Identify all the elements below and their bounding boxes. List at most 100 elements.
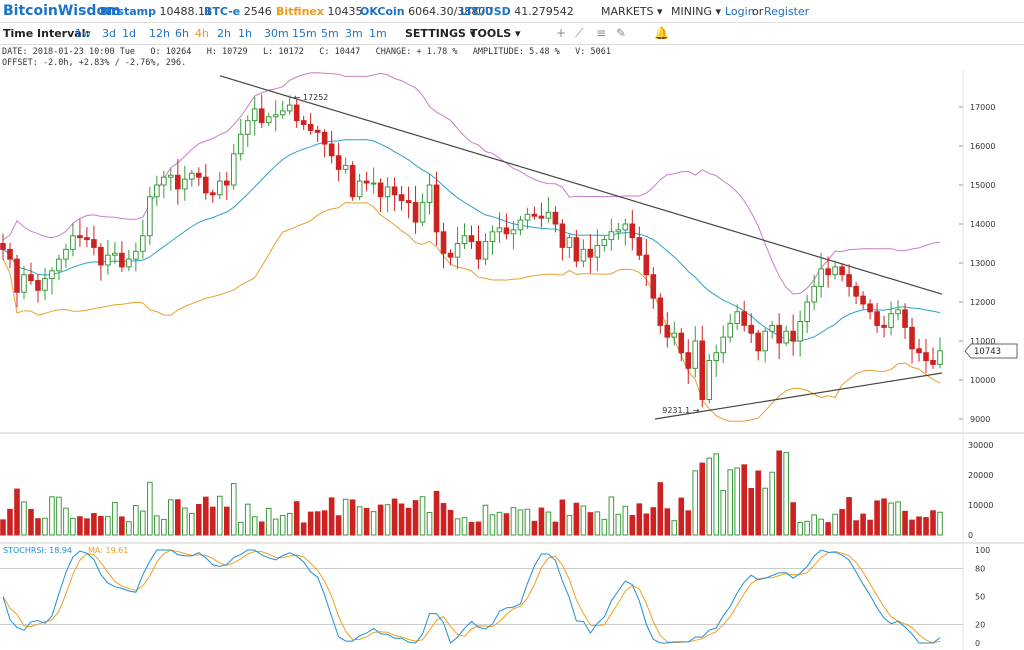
- volume-tick-label: 30000: [968, 441, 993, 450]
- market-name: Bitfinex: [276, 5, 324, 18]
- volume-bar: [909, 519, 915, 536]
- candle: [496, 227, 503, 233]
- volume-bar: [524, 508, 531, 536]
- site-logo[interactable]: BitcoinWisdom: [3, 3, 121, 19]
- tools-menu[interactable]: TOOLS ▾: [470, 27, 521, 40]
- volume-bar: [77, 516, 83, 536]
- mining-menu[interactable]: MINING ▾: [671, 5, 721, 18]
- candle: [161, 176, 167, 186]
- volume-bar: [412, 500, 419, 536]
- interval-3d[interactable]: 3d: [102, 27, 116, 40]
- volume-bar: [28, 509, 34, 536]
- volume-bar: [776, 450, 782, 536]
- price-tick-label: 11000: [970, 337, 995, 346]
- volume-bar: [853, 520, 859, 536]
- candle: [328, 143, 335, 157]
- stoch-tick-label: 20: [975, 620, 985, 629]
- candle: [503, 227, 510, 235]
- interval-1w[interactable]: 1w: [75, 27, 91, 40]
- volume-bar: [538, 507, 545, 536]
- market-ticker-bitfinex[interactable]: Bitfinex 10435: [276, 5, 362, 18]
- volume-bar: [685, 510, 692, 536]
- volume-bar: [517, 509, 524, 536]
- volume-bar: [447, 509, 454, 536]
- interval-2h[interactable]: 2h: [217, 27, 231, 40]
- interval-12h[interactable]: 12h: [149, 27, 170, 40]
- high-marker-label: ← 17252: [294, 93, 329, 102]
- candle: [720, 336, 727, 354]
- bell-icon[interactable]: 🔔: [654, 26, 669, 40]
- volume-bar: [84, 518, 90, 536]
- volume-bar: [119, 516, 125, 536]
- candle: [112, 252, 118, 256]
- price-tick-label: 14000: [970, 220, 995, 229]
- pen-icon[interactable]: ✎: [616, 26, 627, 40]
- candle: [335, 155, 342, 170]
- volume-bar: [832, 513, 838, 536]
- volume-bar: [482, 504, 489, 536]
- volume-bar: [300, 522, 307, 536]
- volume-bar: [587, 512, 594, 536]
- market-ticker-okcoin[interactable]: OKCoin 6064.30/38800: [360, 5, 492, 18]
- volume-bar: [105, 516, 111, 536]
- volume-bar: [168, 499, 174, 536]
- candle: [300, 120, 307, 126]
- candle: [895, 309, 901, 315]
- candle: [475, 241, 482, 260]
- register-link[interactable]: Register: [764, 5, 810, 18]
- volume-bar: [63, 507, 69, 536]
- candle: [70, 235, 76, 250]
- volume-bar: [244, 503, 251, 536]
- volume-bar: [272, 518, 279, 536]
- candle: [678, 332, 685, 354]
- candle: [147, 196, 153, 237]
- volume-bar: [342, 498, 349, 536]
- candle: [419, 202, 426, 223]
- market-ticker-bitstamp[interactable]: Bitstamp 10488.11: [100, 5, 212, 18]
- volume-bar: [7, 508, 13, 536]
- volume-bar: [783, 452, 789, 536]
- interval-1h[interactable]: 1h: [238, 27, 252, 40]
- candle: [454, 243, 461, 258]
- settings-menu[interactable]: SETTINGS ▾: [405, 27, 475, 40]
- volume-bar: [930, 510, 936, 536]
- volume-bar: [699, 462, 706, 536]
- interval-5m[interactable]: 5m: [321, 27, 339, 40]
- market-name: LTC/USD: [460, 5, 511, 18]
- chevron-down-icon: ▾: [469, 27, 476, 40]
- candle: [909, 326, 915, 350]
- volume-bar: [230, 483, 237, 536]
- plus-icon[interactable]: +: [556, 26, 567, 40]
- market-ticker-btce[interactable]: BTC-e 2546: [204, 5, 272, 18]
- fib-icon[interactable]: ≡: [596, 26, 607, 40]
- candle: [524, 213, 531, 221]
- candle: [14, 258, 20, 293]
- volume-bar: [489, 514, 496, 536]
- volume-bar: [755, 470, 761, 536]
- candle: [790, 330, 796, 342]
- market-ticker-ltcusd[interactable]: LTC/USD 41.279542: [460, 5, 574, 18]
- candle: [685, 352, 692, 369]
- interval-6h[interactable]: 6h: [175, 27, 189, 40]
- markets-menu[interactable]: MARKETS ▾: [601, 5, 663, 18]
- interval-4h[interactable]: 4h: [195, 27, 209, 40]
- market-name: OKCoin: [360, 5, 405, 18]
- stochrsi-line: [2, 549, 941, 644]
- candle: [671, 332, 678, 338]
- interval-1d[interactable]: 1d: [122, 27, 136, 40]
- login-link[interactable]: Login: [725, 5, 755, 18]
- candle: [888, 313, 894, 328]
- candle: [405, 200, 412, 204]
- interval-30m[interactable]: 30m: [264, 27, 289, 40]
- line-draw-icon[interactable]: ⟋: [575, 26, 584, 40]
- interval-15m[interactable]: 15m: [292, 27, 317, 40]
- candle: [832, 266, 838, 276]
- price-tick-label: 16000: [970, 142, 995, 151]
- volume-bar: [405, 507, 412, 536]
- interval-1m[interactable]: 1m: [369, 27, 387, 40]
- price-tick-label: 15000: [970, 181, 995, 190]
- candle: [664, 324, 671, 338]
- interval-3m[interactable]: 3m: [345, 27, 363, 40]
- candle: [615, 229, 622, 233]
